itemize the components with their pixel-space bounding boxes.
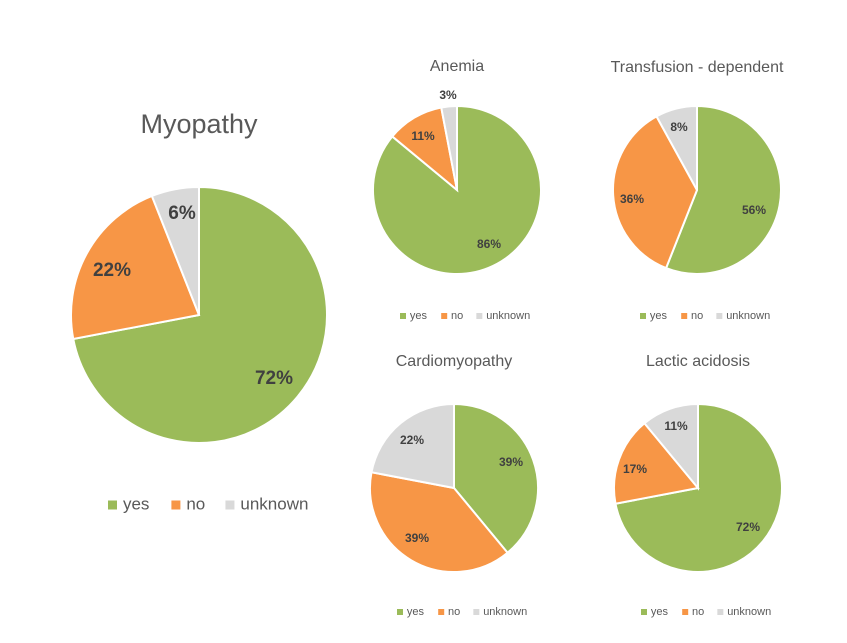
legend-swatch-no: [441, 313, 448, 319]
pie-chart-anemia: Anemia 86% 11% 3% yes no unknown: [372, 58, 542, 322]
chart-title: Transfusion - dependent: [611, 59, 784, 76]
legend-swatch-yes: [397, 609, 403, 615]
legend-label-unknown: unknown: [486, 310, 530, 322]
chart-legend: yes no unknown: [397, 606, 527, 618]
pie-chart-transfusion-dependent: Transfusion - dependent 56% 36% 8% yes no unkn…: [611, 59, 784, 322]
legend-swatch-unknown: [717, 609, 724, 615]
data-label-unknown: 22%: [400, 433, 424, 447]
data-label-no: 39%: [405, 531, 429, 545]
pie-chart-myopathy: Myopathy 72% 22% 6% yes no unknown: [70, 109, 328, 513]
legend-label-no: no: [448, 606, 460, 618]
legend-swatch-no: [171, 500, 181, 510]
pie-slice-unknown: [655, 104, 698, 191]
pie-slice-yes: [453, 402, 539, 555]
data-label-no: 11%: [411, 129, 435, 143]
legend-label-yes: yes: [410, 310, 428, 322]
data-label-yes: 72%: [736, 520, 760, 534]
pie-slice-unknown: [643, 402, 699, 491]
legend-label-yes: yes: [407, 606, 425, 618]
chart-title: Myopathy: [140, 109, 258, 139]
chart-legend: yes no unknown: [640, 310, 770, 322]
data-label-unknown: 3%: [439, 88, 457, 102]
legend-swatch-yes: [641, 609, 647, 615]
legend-label-unknown: unknown: [483, 606, 527, 618]
legend-swatch-yes: [640, 313, 646, 319]
data-label-yes: 86%: [477, 237, 501, 251]
data-label-yes: 56%: [742, 203, 766, 217]
legend-swatch-no: [438, 609, 445, 615]
pie-chart-lactic-acidosis: Lactic acidosis 72% 17% 11% yes no unknown: [613, 353, 783, 618]
pie-slice-unknown: [440, 104, 458, 191]
legend-label-yes: yes: [650, 310, 668, 322]
pie-slice-yes: [72, 185, 328, 444]
data-label-unknown: 8%: [670, 120, 688, 134]
pie-slice-unknown: [370, 402, 455, 490]
data-label-no: 36%: [620, 192, 644, 206]
pie-chart-cardiomyopathy: Cardiomyopathy 39% 39% 22% yes no unknown: [369, 353, 539, 618]
data-label-yes: 39%: [499, 455, 523, 469]
legend-label-yes: yes: [123, 494, 149, 513]
chart-legend: yes no unknown: [400, 310, 530, 322]
data-label-yes: 72%: [255, 368, 293, 389]
chart-title: Anemia: [430, 58, 484, 75]
legend-swatch-unknown: [476, 313, 483, 319]
legend-label-no: no: [692, 606, 704, 618]
data-label-no: 17%: [623, 462, 647, 476]
pie-slice-no: [369, 471, 509, 573]
legend-swatch-yes: [400, 313, 406, 319]
pie-slice-no: [612, 115, 699, 270]
pie-slice-no: [613, 421, 700, 505]
data-label-unknown: 11%: [664, 419, 688, 433]
pie-slice-unknown: [150, 185, 200, 316]
legend-swatch-unknown: [716, 313, 723, 319]
pie-slice-yes: [664, 104, 782, 275]
chart-legend: yes no unknown: [641, 606, 771, 618]
legend-swatch-unknown: [473, 609, 480, 615]
legend-swatch-no: [682, 609, 689, 615]
legend-label-yes: yes: [651, 606, 669, 618]
chart-title: Lactic acidosis: [646, 353, 750, 370]
legend-swatch-yes: [108, 500, 117, 510]
chart-title: Cardiomyopathy: [396, 353, 513, 370]
pie-slice-no: [70, 194, 201, 341]
legend-swatch-unknown: [225, 500, 235, 510]
data-label-unknown: 6%: [168, 203, 196, 224]
legend-swatch-no: [681, 313, 688, 319]
legend-label-unknown: unknown: [240, 494, 308, 513]
data-label-no: 22%: [93, 260, 131, 281]
legend-label-no: no: [186, 494, 205, 513]
legend-label-unknown: unknown: [727, 606, 771, 618]
chart-legend: yes no unknown: [108, 494, 308, 513]
legend-label-no: no: [691, 310, 703, 322]
legend-label-no: no: [451, 310, 463, 322]
legend-label-unknown: unknown: [726, 310, 770, 322]
